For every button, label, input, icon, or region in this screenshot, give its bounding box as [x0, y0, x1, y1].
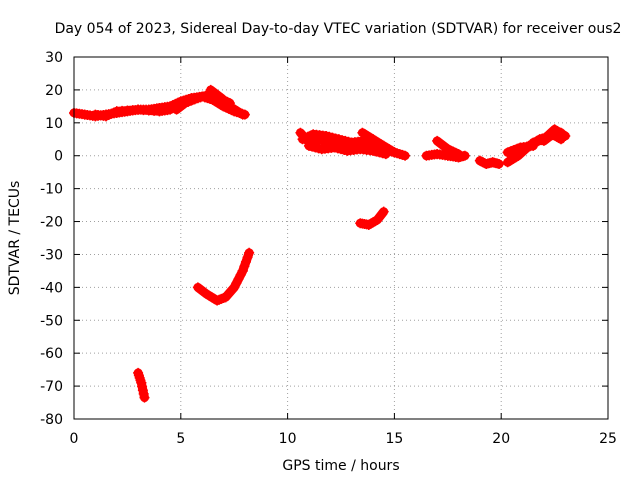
data-point — [216, 293, 227, 304]
x-tick-label: 15 — [385, 431, 403, 447]
data-point — [233, 274, 244, 285]
data-point — [227, 284, 238, 295]
y-tick-label: -30 — [40, 247, 63, 263]
data-point — [363, 219, 374, 230]
data-point — [365, 218, 376, 229]
data-point — [494, 158, 505, 169]
data-point — [368, 217, 379, 228]
data-point — [177, 99, 188, 110]
y-tick-label: -80 — [40, 412, 63, 428]
data-point — [229, 282, 240, 293]
data-point — [239, 261, 250, 272]
x-axis-label: GPS time / hours — [282, 458, 399, 474]
y-tick-label: 10 — [45, 116, 63, 132]
x-tick-label: 25 — [599, 431, 617, 447]
data-point — [231, 278, 242, 289]
y-tick-label: 30 — [45, 50, 63, 66]
plot-series — [69, 84, 571, 403]
data-point — [400, 150, 411, 161]
y-tick-label: -10 — [40, 182, 63, 198]
x-tick-label: 5 — [176, 431, 185, 447]
data-point — [220, 292, 231, 303]
data-point — [212, 295, 223, 306]
data-point — [139, 392, 150, 403]
data-point — [214, 294, 225, 305]
x-tick-label: 20 — [492, 431, 510, 447]
data-point — [547, 129, 558, 140]
data-point — [237, 265, 248, 276]
data-point — [237, 109, 248, 120]
data-point — [240, 256, 251, 267]
chart-title: Day 054 of 2023, Sidereal Day-to-day VTE… — [55, 21, 622, 37]
y-tick-label: -20 — [40, 215, 63, 231]
data-point — [222, 289, 233, 300]
data-point — [453, 149, 464, 160]
data-point — [377, 208, 388, 219]
data-point — [556, 134, 567, 145]
data-point — [549, 130, 560, 141]
x-tick-label: 0 — [70, 431, 79, 447]
data-point — [235, 270, 246, 281]
x-tick-label: 10 — [279, 431, 297, 447]
axis-ticks: 0 5 10 15 20 25 30 20 10 0 -10 -20 -30 -40 -50 -60 -70 -8… — [40, 50, 617, 447]
data-point — [133, 370, 144, 381]
data-point — [378, 206, 389, 217]
y-tick-label: -40 — [40, 280, 63, 296]
y-tick-label: -70 — [40, 379, 63, 395]
plot-frame — [73, 56, 609, 420]
data-point — [553, 133, 564, 144]
data-point — [133, 367, 144, 378]
data-point — [134, 372, 145, 383]
data-point — [389, 147, 400, 158]
y-axis-label: SDTVAR / TECUs — [7, 181, 23, 296]
data-point — [224, 287, 235, 298]
data-point — [551, 131, 562, 142]
data-point — [244, 247, 255, 258]
data-point — [242, 252, 253, 263]
y-tick-label: 20 — [45, 83, 63, 99]
y-tick-label: 0 — [54, 149, 63, 165]
data-point — [135, 375, 146, 386]
y-tick-label: -50 — [40, 313, 63, 329]
y-tick-label: -60 — [40, 346, 63, 362]
